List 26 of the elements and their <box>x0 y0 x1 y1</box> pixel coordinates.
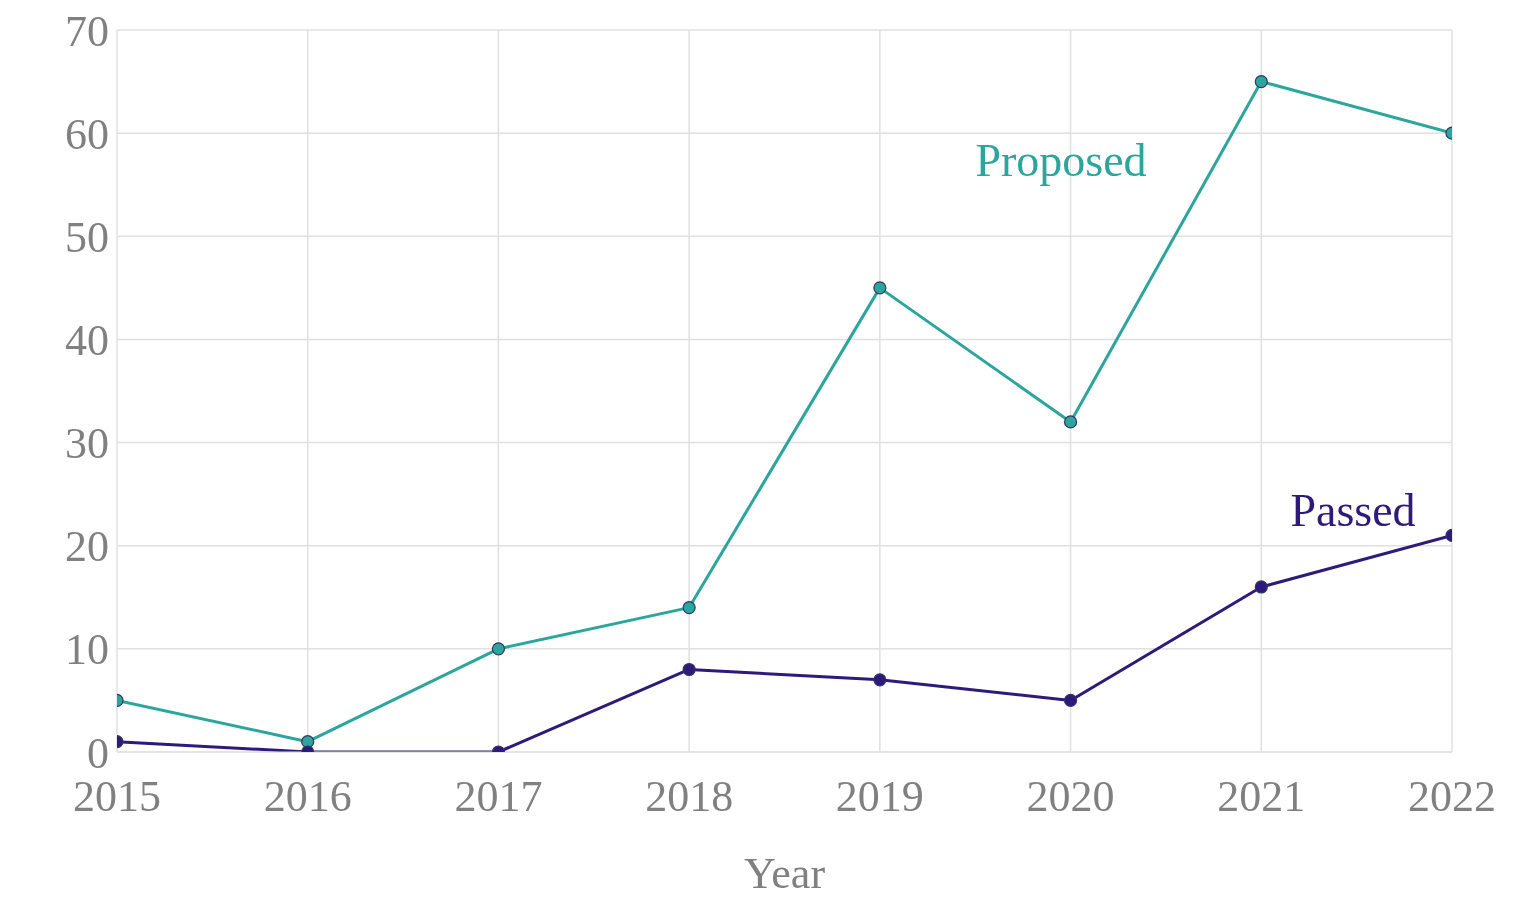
point <box>1063 693 1078 708</box>
y-tick-label: 20 <box>65 522 109 572</box>
x-tick-label: 2020 <box>1026 772 1115 822</box>
y-tick-label: 50 <box>65 212 109 262</box>
series-label: Proposed <box>975 135 1147 186</box>
point <box>491 642 506 656</box>
x-tick-label: 2016 <box>263 772 352 822</box>
y-tick-label: 60 <box>65 109 109 159</box>
series-label: Passed <box>1290 485 1416 536</box>
x-axis-title: Year <box>743 849 826 898</box>
y-tick-label: 10 <box>65 625 109 675</box>
point <box>1254 580 1268 594</box>
x-tick-label: 2018 <box>645 772 734 822</box>
point <box>1063 415 1078 429</box>
point <box>873 281 887 295</box>
point <box>682 662 696 677</box>
point <box>873 673 887 687</box>
x-tick-label: 2021 <box>1217 772 1306 822</box>
x-tick-label: 2022 <box>1408 772 1496 822</box>
y-tick-label: 30 <box>65 419 109 469</box>
x-tick-label: 2017 <box>454 772 543 822</box>
y-tick-label: 70 <box>65 6 109 56</box>
y-tick-label: 40 <box>65 316 109 366</box>
x-tick-label: 2019 <box>835 772 924 822</box>
point <box>682 601 696 615</box>
point <box>1254 74 1268 89</box>
